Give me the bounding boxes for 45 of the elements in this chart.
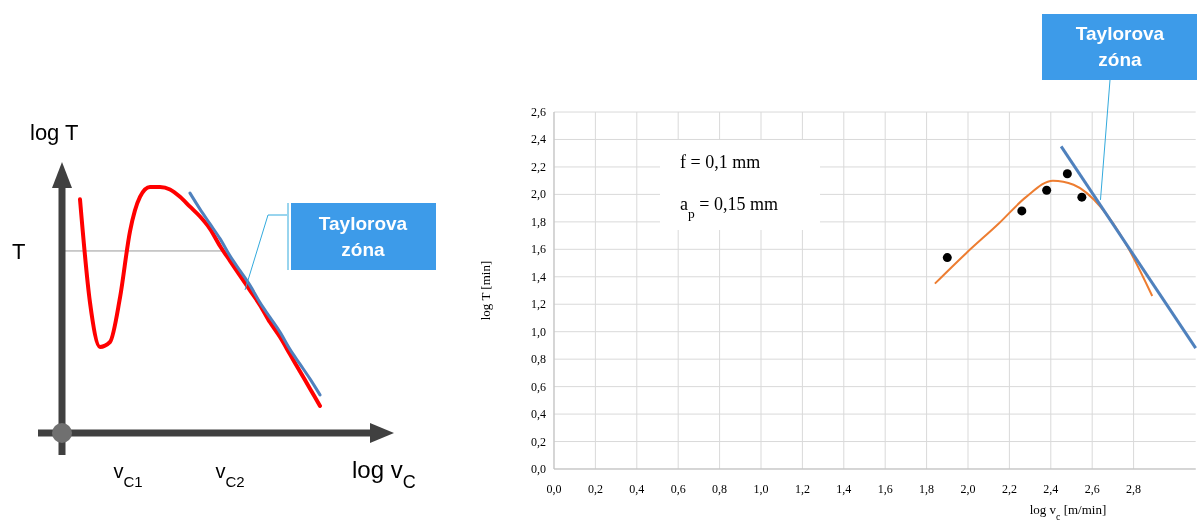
y-tick-label: 1,4 — [531, 269, 546, 284]
x-tick-label: 2,4 — [1043, 482, 1059, 496]
x-tick-label: 1,0 — [753, 482, 769, 496]
x-tick-label: 0,4 — [629, 482, 645, 496]
y-tick-label: 2,0 — [531, 187, 546, 202]
x-tick-label: 0,0 — [546, 482, 562, 496]
x-tick-label: 2,0 — [960, 482, 976, 496]
annotation: a$_{p}$ = 0,15 mm — [680, 194, 778, 221]
y-tick-label: 0,6 — [531, 379, 546, 394]
y-tick-label: 2,4 — [531, 132, 546, 147]
point — [1017, 206, 1027, 216]
y-tick-label: 1,6 — [531, 242, 546, 257]
point — [1042, 185, 1052, 195]
text: v$_{C1}$ — [113, 460, 143, 490]
y-axis-title: log T — [30, 120, 79, 145]
x-tick-label: 1,6 — [877, 482, 893, 496]
y-tick-label: 1,8 — [531, 214, 546, 229]
x-tick-label: 1,2 — [794, 482, 810, 496]
y-axis-title: log T [min] — [478, 260, 493, 321]
y-tick-label: 1,2 — [531, 297, 546, 312]
y-tick-label: 2,2 — [531, 159, 546, 174]
x-tick-label: 2,8 — [1126, 482, 1142, 496]
point — [1062, 169, 1072, 179]
ref-line-label: T — [12, 238, 26, 264]
x-axis-title: log v$_{c}$ [m/min] — [1029, 502, 1107, 522]
x-tick-label: 0,6 — [670, 482, 686, 496]
annotation: f = 0,1 mm — [680, 152, 761, 172]
annotation: Taylorova zóna — [1075, 23, 1165, 70]
y-tick-label: 0,8 — [531, 352, 546, 367]
text: v$_{C2}$ — [215, 460, 245, 490]
point — [942, 253, 952, 263]
x-tick-label: 0,8 — [712, 482, 728, 496]
y-tick-label: 1,0 — [531, 324, 546, 339]
x-tick-label: 0,2 — [587, 482, 603, 496]
x-axis-title: log v$_{C}$ — [352, 456, 416, 492]
y-tick-label: 0,2 — [531, 434, 546, 449]
x-tick-label: 2,6 — [1084, 482, 1100, 496]
x-tick-label: 2,2 — [1001, 482, 1017, 496]
x-tick-label: 1,8 — [919, 482, 935, 496]
point — [1077, 192, 1087, 202]
annotation: Taylorova zóna — [318, 213, 408, 260]
y-tick-label: 0,0 — [531, 462, 546, 476]
y-tick-label: 2,6 — [531, 105, 546, 120]
y-tick-label: 0,4 — [531, 407, 546, 422]
x-tick-label: 1,4 — [836, 482, 852, 496]
